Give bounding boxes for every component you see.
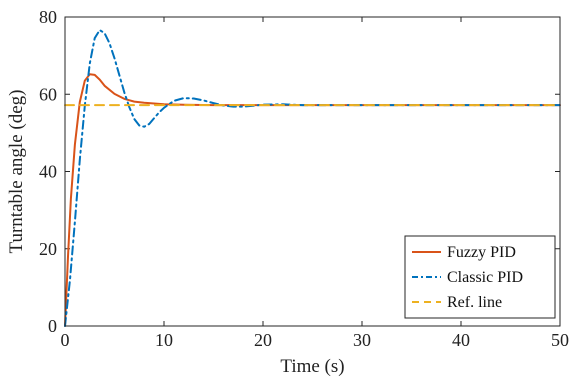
x-tick-label: 10 (155, 330, 173, 350)
y-tick-label: 0 (48, 316, 57, 336)
x-tick-label: 30 (353, 330, 371, 350)
x-tick-label: 40 (452, 330, 470, 350)
y-axis-label: Turntable angle (deg) (6, 90, 27, 254)
x-tick-label: 20 (254, 330, 272, 350)
plot-frame-box (64, 16, 561, 327)
y-tick-label: 80 (39, 7, 57, 27)
series-lines (64, 29, 561, 327)
y-tick-label: 20 (39, 239, 57, 259)
x-tick-label: 50 (551, 330, 569, 350)
x-axis-label: Time (s) (280, 356, 344, 377)
legend-label: Classic PID (447, 269, 523, 286)
plot-frame (64, 16, 561, 327)
y-tick-label: 40 (39, 162, 57, 182)
x-tick-label: 0 (61, 330, 70, 350)
legend: Fuzzy PID Classic PID Ref. line (404, 235, 556, 319)
axis-ticks: 0 10 20 30 40 50 0 20 40 60 80 (39, 7, 569, 350)
legend-label: Fuzzy PID (447, 244, 516, 261)
y-tick-label: 60 (39, 84, 57, 104)
legend-label: Ref. line (447, 294, 502, 311)
